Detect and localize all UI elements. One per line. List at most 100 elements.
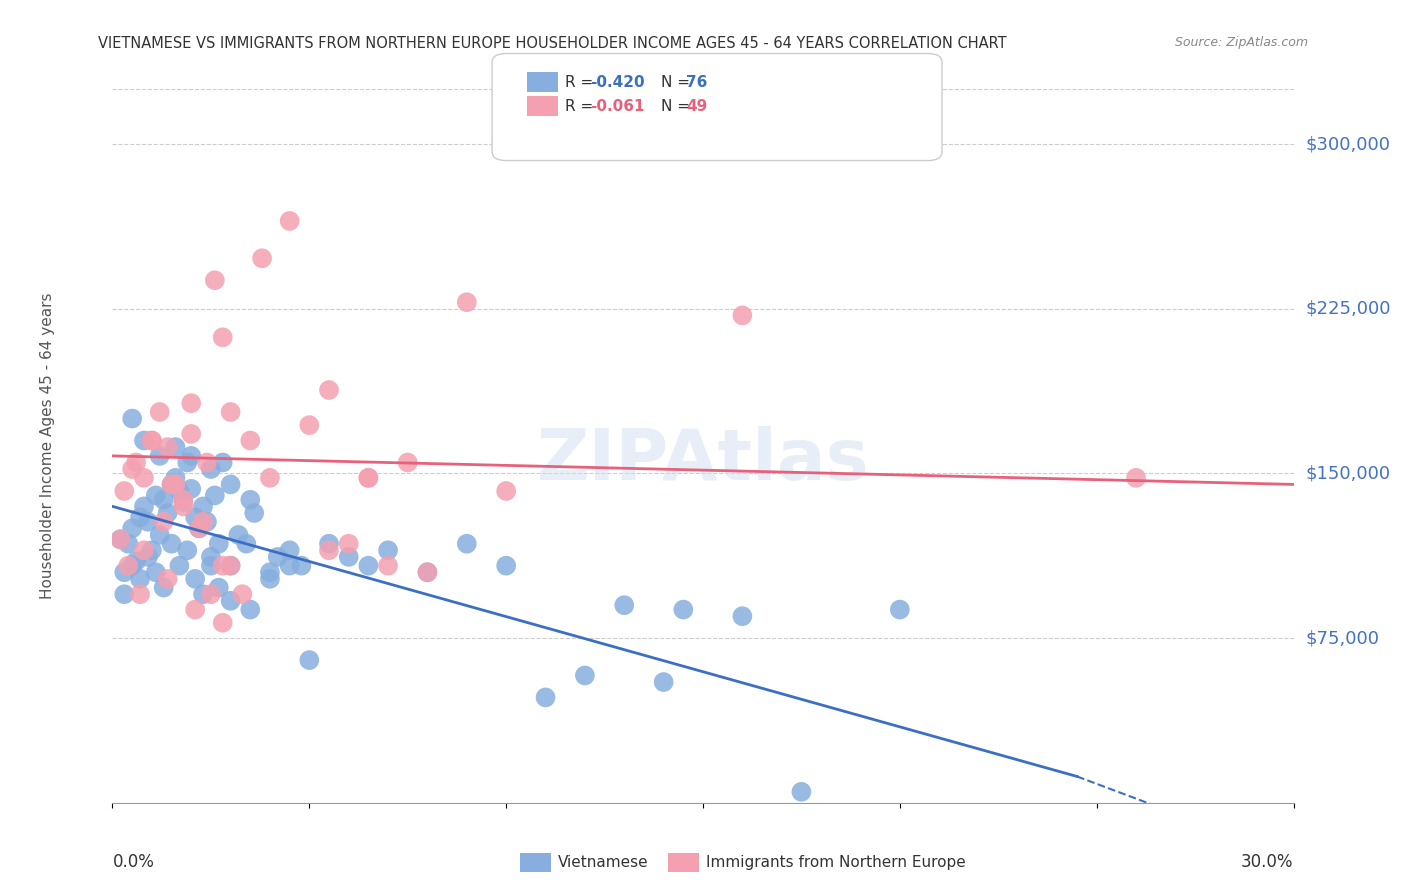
Point: [121, 558, 143, 573]
Point: [259, 566, 281, 580]
Point: [152, 492, 174, 507]
Point: [377, 543, 399, 558]
Point: [200, 558, 222, 573]
Point: [790, 785, 813, 799]
Text: Source: ZipAtlas.com: Source: ZipAtlas.com: [1174, 36, 1308, 49]
Point: [172, 492, 194, 507]
Point: [357, 558, 380, 573]
Point: [117, 558, 139, 573]
Point: [172, 500, 194, 514]
Point: [337, 549, 360, 564]
Point: [184, 602, 207, 616]
Point: [211, 330, 233, 344]
Point: [132, 434, 155, 448]
Point: [121, 462, 143, 476]
Point: [145, 566, 167, 580]
Point: [211, 615, 233, 630]
Point: [416, 566, 439, 580]
Point: [156, 506, 179, 520]
Point: [180, 482, 202, 496]
Text: $300,000: $300,000: [1305, 135, 1391, 153]
Point: [298, 418, 321, 433]
Point: [165, 471, 187, 485]
Point: [141, 543, 163, 558]
Point: [204, 488, 226, 502]
Text: R =: R =: [565, 99, 599, 113]
Point: [136, 515, 159, 529]
Text: N =: N =: [661, 75, 695, 89]
Point: [195, 455, 218, 469]
Point: [889, 602, 911, 616]
Point: [129, 587, 152, 601]
Point: [377, 558, 399, 573]
Point: [117, 537, 139, 551]
Point: [200, 462, 222, 476]
Point: [259, 471, 281, 485]
Point: [132, 543, 155, 558]
Point: [534, 690, 557, 705]
Point: [149, 405, 172, 419]
Point: [208, 537, 231, 551]
Point: [172, 495, 194, 509]
Text: $225,000: $225,000: [1305, 300, 1391, 318]
Text: ZIPAtlas: ZIPAtlas: [537, 425, 869, 495]
Text: 0.0%: 0.0%: [112, 853, 155, 871]
Point: [141, 434, 163, 448]
Point: [495, 483, 517, 498]
Point: [278, 214, 301, 228]
Point: [396, 455, 419, 469]
Text: 76: 76: [686, 75, 707, 89]
Point: [149, 449, 172, 463]
Point: [149, 528, 172, 542]
Point: [152, 581, 174, 595]
Point: [456, 295, 478, 310]
Point: [165, 440, 187, 454]
Point: [228, 528, 250, 542]
Point: [160, 537, 183, 551]
Point: [152, 515, 174, 529]
Point: [191, 500, 214, 514]
Point: [180, 449, 202, 463]
Point: [239, 602, 262, 616]
Text: R =: R =: [565, 75, 599, 89]
Text: N =: N =: [661, 99, 695, 113]
Point: [243, 506, 266, 520]
Text: Immigrants from Northern Europe: Immigrants from Northern Europe: [706, 855, 966, 870]
Point: [112, 483, 135, 498]
Point: [219, 558, 242, 573]
Point: [208, 581, 231, 595]
Point: [169, 558, 191, 573]
Point: [613, 598, 636, 612]
Point: [672, 602, 695, 616]
Text: 49: 49: [686, 99, 707, 113]
Point: [456, 537, 478, 551]
Point: [1125, 471, 1147, 485]
Point: [156, 440, 179, 454]
Point: [145, 488, 167, 502]
Point: [110, 533, 132, 547]
Point: [357, 471, 380, 485]
Point: [184, 572, 207, 586]
Point: [141, 434, 163, 448]
Point: [125, 455, 148, 469]
Point: [219, 594, 242, 608]
Point: [112, 566, 135, 580]
Point: [211, 455, 233, 469]
Text: -0.061: -0.061: [591, 99, 645, 113]
Point: [180, 426, 202, 441]
Point: [188, 521, 211, 535]
Point: [132, 500, 155, 514]
Text: VIETNAMESE VS IMMIGRANTS FROM NORTHERN EUROPE HOUSEHOLDER INCOME AGES 45 - 64 YE: VIETNAMESE VS IMMIGRANTS FROM NORTHERN E…: [98, 36, 1007, 51]
Point: [318, 543, 340, 558]
Point: [121, 521, 143, 535]
Point: [574, 668, 596, 682]
Point: [160, 477, 183, 491]
Point: [259, 572, 281, 586]
Point: [110, 533, 132, 547]
Text: $75,000: $75,000: [1305, 629, 1379, 647]
Point: [298, 653, 321, 667]
Point: [416, 566, 439, 580]
Point: [278, 543, 301, 558]
Point: [731, 609, 754, 624]
Point: [219, 477, 242, 491]
